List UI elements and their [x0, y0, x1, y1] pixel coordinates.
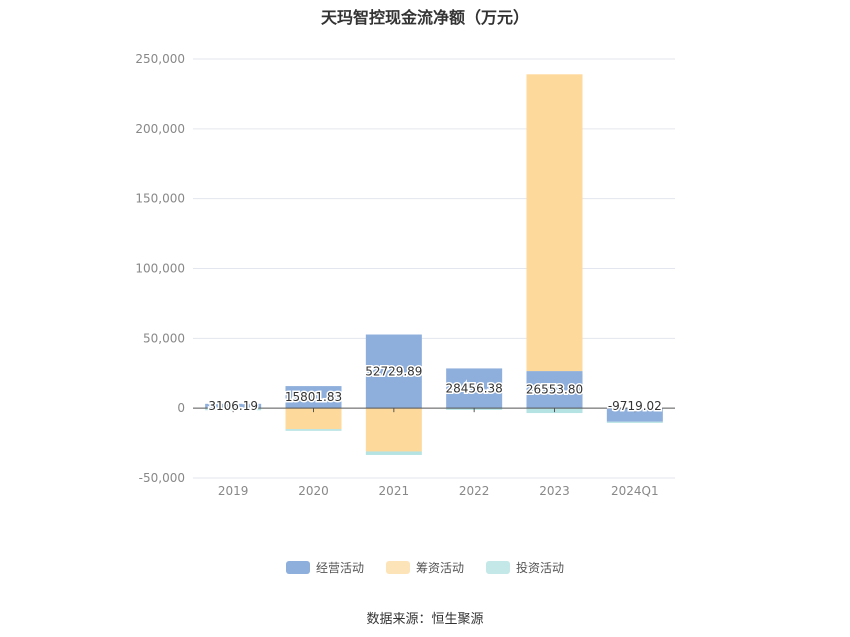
x-tick-label: 2024Q1 — [611, 484, 659, 498]
x-tick-label: 2023 — [539, 484, 570, 498]
legend-label-financing: 筹资活动 — [415, 561, 464, 575]
chart-legend: 经营活动 筹资活动 投资活动 — [0, 559, 850, 576]
y-tick-label: 100,000 — [135, 262, 185, 276]
bar-operating — [606, 408, 663, 422]
bar-financing — [285, 408, 342, 430]
x-tick-label: 2022 — [459, 484, 490, 498]
data-label: 52729.89 — [365, 364, 422, 378]
bar-financing — [526, 74, 583, 372]
y-tick-label: 150,000 — [135, 192, 185, 206]
legend-swatch-financing — [385, 561, 410, 574]
data-label: 26553.80 — [526, 383, 583, 397]
x-tick-label: 2019 — [218, 484, 249, 498]
bar-operating — [205, 403, 262, 409]
legend-swatch-operating — [285, 561, 310, 574]
legend-label-investing: 投资活动 — [516, 561, 565, 575]
y-tick-label: 0 — [177, 401, 185, 415]
chart-title: 天玛智控现金流净额（万元） — [320, 8, 529, 27]
bar-operating — [285, 386, 342, 409]
y-tick-label: 50,000 — [143, 331, 185, 345]
data-source: 数据来源：恒生聚源 — [366, 612, 484, 627]
bar-investing — [285, 429, 342, 431]
bar-financing — [365, 408, 422, 452]
y-tick-label: -50,000 — [139, 471, 185, 485]
bar-investing — [606, 421, 663, 423]
x-tick-label: 2020 — [298, 484, 329, 498]
data-label: 15801.83 — [285, 390, 342, 404]
data-label: 3106.19 — [208, 399, 258, 413]
legend-item-financing[interactable]: 筹资活动 — [385, 559, 464, 576]
legend-label-operating: 经营活动 — [315, 561, 364, 575]
data-label: 28456.38 — [446, 381, 503, 395]
legend-swatch-investing — [486, 561, 510, 574]
y-tick-label: 250,000 — [135, 52, 185, 66]
legend-item-operating[interactable]: 经营活动 — [285, 559, 364, 576]
bar-operating — [365, 334, 422, 409]
legend-item-investing[interactable]: 投资活动 — [486, 559, 564, 576]
cashflow-chart: 250,000 200,000 150,000 100,000 50,000 0 -50,0… — [135, 52, 675, 498]
bar-operating — [526, 371, 583, 409]
y-tick-label: 200,000 — [135, 122, 185, 136]
bar-investing — [365, 451, 422, 455]
x-tick-label: 2021 — [379, 484, 410, 498]
bar-operating — [446, 368, 503, 409]
data-label: -9719.02 — [608, 399, 662, 413]
